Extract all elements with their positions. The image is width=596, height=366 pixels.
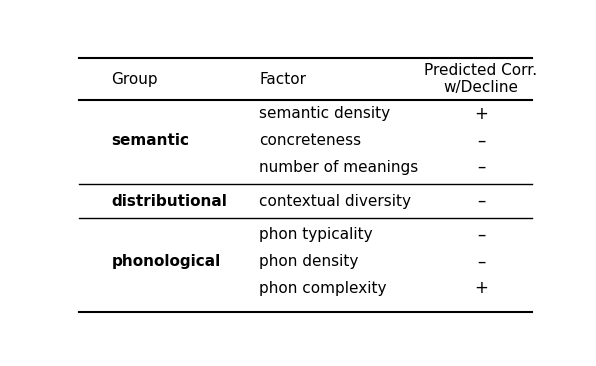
Text: phon typicality: phon typicality — [259, 227, 373, 242]
Text: –: – — [477, 131, 485, 149]
Text: contextual diversity: contextual diversity — [259, 194, 411, 209]
Text: Factor: Factor — [259, 72, 306, 87]
Text: concreteness: concreteness — [259, 133, 361, 148]
Text: Group: Group — [111, 72, 158, 87]
Text: +: + — [474, 279, 488, 298]
Text: semantic: semantic — [111, 133, 190, 148]
Text: –: – — [477, 192, 485, 210]
Text: semantic density: semantic density — [259, 106, 390, 121]
Text: –: – — [477, 158, 485, 176]
Text: –: – — [477, 253, 485, 270]
Text: number of meanings: number of meanings — [259, 160, 418, 175]
Text: distributional: distributional — [111, 194, 227, 209]
Text: phon complexity: phon complexity — [259, 281, 387, 296]
Text: –: – — [477, 226, 485, 244]
Text: +: + — [474, 105, 488, 123]
Text: phonological: phonological — [111, 254, 221, 269]
Text: Predicted Corr.
w/Decline: Predicted Corr. w/Decline — [424, 63, 538, 96]
Text: phon density: phon density — [259, 254, 359, 269]
